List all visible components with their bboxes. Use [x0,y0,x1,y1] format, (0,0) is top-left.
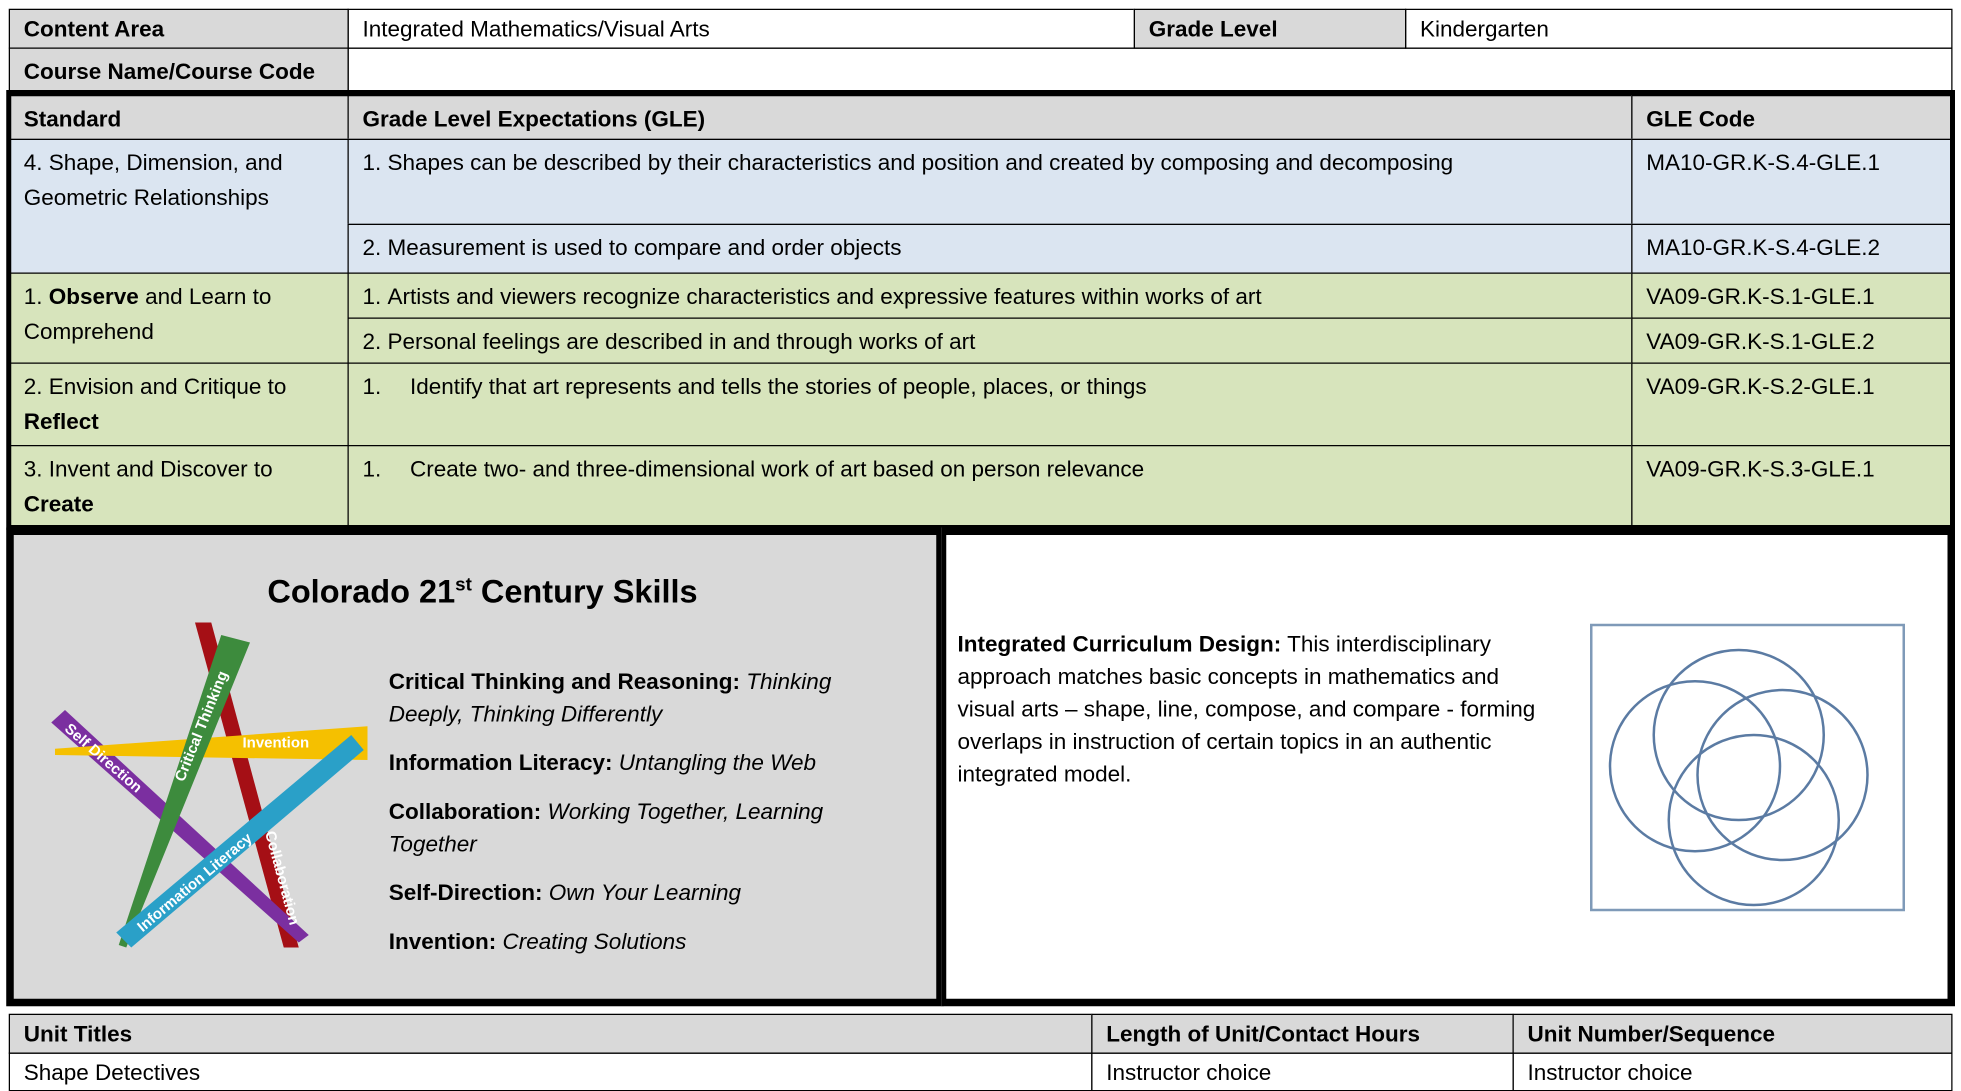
skill-name: Collaboration: [388,798,542,824]
gle-cell: 1. Artists and viewers recognize characte… [347,272,1633,319]
skill-name: Critical Thinking and Reasoning: [388,668,741,694]
skill-name: Self-Direction: [388,880,543,905]
gle-text: Identify that art represents and tells t… [410,373,1147,399]
value: Kindergarten [1405,8,1953,49]
gle-number: 1. [362,283,382,309]
band [116,735,364,948]
skill-item: Information Literacy: Untangling the Web [389,746,883,779]
text: Century Skills [471,572,698,611]
standard-text: Create [23,491,94,517]
skill-item: Invention: Creating Solutions [389,925,883,958]
band [51,710,309,943]
gle-code: MA10-GR.K-S.4-GLE.1 [1631,138,1954,225]
label: Content Area [8,8,349,49]
skill-item: Self-Direction: Own Your Learning [389,876,883,909]
standard-text: 4. Shape, Dimension, and Geometric Relat… [23,150,283,210]
circle [1696,688,1869,862]
label: Grade Level [1133,8,1407,49]
gle-cell: 2. Personal feelings are described in and… [347,317,1633,364]
gle-number: 1. [362,150,382,175]
th: Unit Number/Sequence [1512,1013,1953,1054]
design-text: Integrated Curriculum Design: This inter… [958,628,1552,791]
star-label: Invention [243,735,310,752]
circle [1667,733,1840,907]
gle-cell: 1. Create two- and three-dimensional work… [347,445,1633,529]
gle-text: Personal feelings are described in and t… [387,328,976,354]
standard-text: Reflect [23,408,99,434]
gle-number: 1. [362,456,382,482]
th: GLE Code [1631,95,1954,140]
gle-code: MA10-GR.K-S.4-GLE.2 [1631,223,1954,274]
star-label: Critical Thinking [172,669,232,784]
td: Instructor choice [1512,1052,1953,1091]
skill-desc: Creating Solutions [502,928,687,954]
band [55,726,368,760]
th: Length of Unit/Contact Hours [1091,1013,1514,1054]
skill-desc: Working Together, Learning Together [388,798,824,857]
star-label: Self Direction [61,720,145,796]
gle-text: Shapes can be described by their charact… [387,150,1454,175]
venn-diagram [1590,623,1905,912]
skill-desc: Untangling the Web [618,750,817,775]
gle-code: VA09-GR.K-S.2-GLE.1 [1631,362,1954,447]
gle-code: VA09-GR.K-S.1-GLE.1 [1631,272,1954,319]
th: Standard [8,95,349,140]
standard-text: and Learn to Comprehend [23,283,272,344]
th: Grade Level Expectations (GLE) [347,95,1633,140]
gle-cell: 1. Shapes can be described by their chara… [347,138,1633,225]
gle-number: 1. [362,373,382,399]
circle [1652,648,1825,822]
td: Instructor choice [1091,1052,1514,1091]
standard-cell: 1. Observe and Learn to Comprehend [8,272,349,364]
skill-name: Information Literacy: [388,750,613,775]
value: Integrated Mathematics/Visual Arts [347,8,1135,49]
th: Unit Titles [8,1013,1093,1054]
skills-title: Colorado 21st Century Skills [14,573,952,612]
skills-list: Critical Thinking and Reasoning: Thinking… [389,665,883,974]
gle-text: Measurement is used to compare and order… [387,235,902,260]
text: Colorado 21 [267,572,456,611]
sup: st [455,574,472,596]
standard-cell: 3. Invent and Discover to Create [8,445,349,529]
gle-number: 2. [362,328,382,354]
standard-cell: 4. Shape, Dimension, and Geometric Relat… [8,138,349,274]
text: This interdisciplinary approach matches … [957,631,1536,787]
gle-number: 2. [362,235,382,260]
standard-cell: 2. Envision and Critique to Reflect [8,362,349,447]
value [347,47,1953,92]
gle-text: Create two- and three-dimensional work o… [410,456,1145,482]
label: Integrated Curriculum Design: [957,631,1282,657]
gle-code: VA09-GR.K-S.1-GLE.2 [1631,317,1954,364]
gle-code: VA09-GR.K-S.3-GLE.1 [1631,445,1954,529]
standard-text: 2. Envision and Critique to [23,373,287,399]
skills-panel: Colorado 21st Century Skills Critical Th… [6,527,944,1007]
skill-desc: Own Your Learning [548,880,741,905]
standard-text: 1. [23,283,49,309]
gle-cell: 1. Identify that art represents and tells… [347,362,1633,447]
label: Course Name/Course Code [8,47,349,92]
standard-text: 3. Invent and Discover to [23,456,273,482]
skill-name: Invention: [388,928,497,954]
gle-text: Artists and viewers recognize characteri… [387,283,1262,309]
skill-item: Critical Thinking and Reasoning: Thinking… [389,665,883,730]
gle-cell: 2. Measurement is used to compare and ord… [347,223,1633,274]
skill-item: Collaboration: Working Together, Learning… [389,795,883,860]
band [118,635,250,948]
design-panel: Integrated Curriculum Design: This inter… [941,527,1955,1007]
skill-desc: Thinking Deeply, Thinking Differently [388,668,832,727]
frame [1590,623,1905,912]
star-logo: Critical Thinking Invention Self Directi… [51,622,368,948]
td: Shape Detectives [8,1052,1093,1091]
standard-text: Observe [48,283,139,309]
circle [1608,680,1782,853]
